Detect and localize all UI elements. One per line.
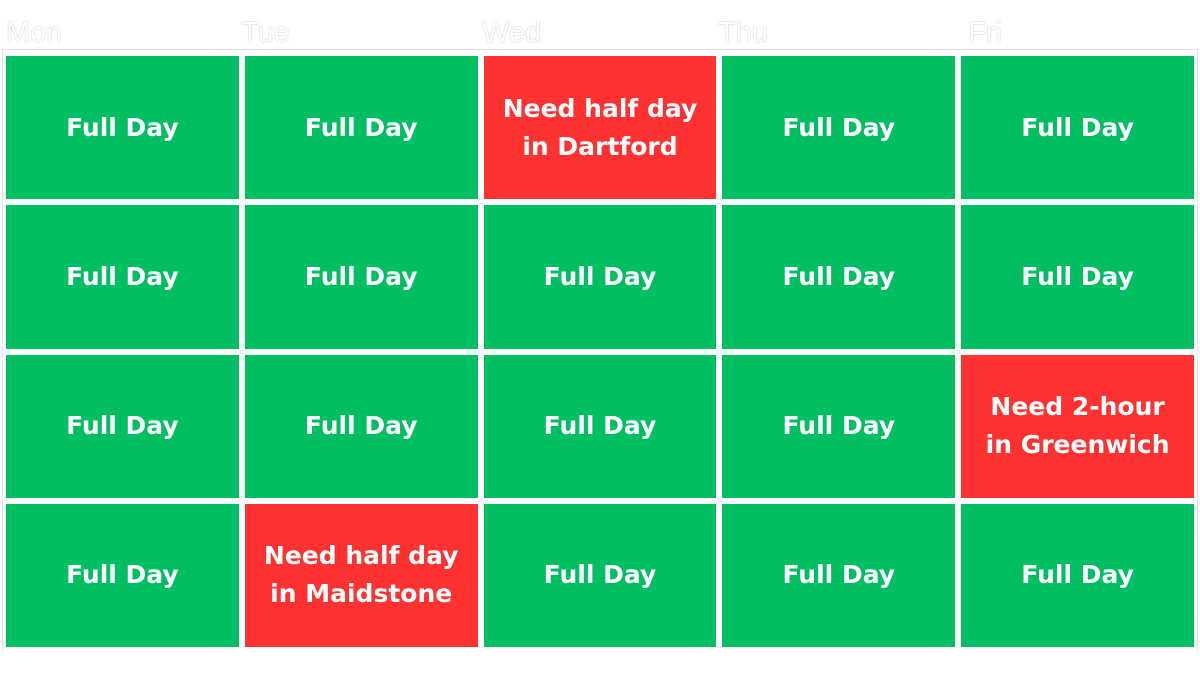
- schedule-cell-tue-week4: Need half day in Maidstone: [244, 503, 478, 647]
- day-header-thu: Thu: [718, 17, 768, 49]
- schedule-cell-mon-week4: Full Day: [6, 503, 239, 647]
- schedule-cell-tue-week3: Full Day: [244, 354, 478, 498]
- schedule-grid: Full Day Full Day Need half day in Dartfor…: [6, 56, 1194, 647]
- schedule-cell-wed-week4: Full Day: [483, 503, 717, 647]
- day-header-tue: Tue: [241, 17, 290, 49]
- schedule-cell-fri-week1: Full Day: [961, 56, 1194, 200]
- schedule-cell-wed-week1: Need half day in Dartford: [483, 56, 717, 200]
- schedule-cell-fri-week4: Full Day: [961, 503, 1194, 647]
- schedule-cell-mon-week1: Full Day: [6, 56, 239, 200]
- schedule-cell-wed-week2: Full Day: [483, 205, 717, 349]
- schedule-cell-thu-week3: Full Day: [722, 354, 956, 498]
- day-header-mon: Mon: [6, 17, 63, 49]
- schedule-frame: [2, 49, 1198, 651]
- day-header-fri: Fri: [968, 17, 1002, 49]
- schedule-cell-tue-week1: Full Day: [244, 56, 478, 200]
- schedule-cell-tue-week2: Full Day: [244, 205, 478, 349]
- schedule-cell-thu-week1: Full Day: [722, 56, 956, 200]
- schedule-cell-mon-week3: Full Day: [6, 354, 239, 498]
- schedule-cell-wed-week3: Full Day: [483, 354, 717, 498]
- schedule-cell-fri-week3: Need 2-hour in Greenwich: [961, 354, 1194, 498]
- schedule-cell-fri-week2: Full Day: [961, 205, 1194, 349]
- schedule-cell-thu-week4: Full Day: [722, 503, 956, 647]
- day-header-wed: Wed: [482, 17, 542, 49]
- schedule-cell-mon-week2: Full Day: [6, 205, 239, 349]
- schedule-cell-thu-week2: Full Day: [722, 205, 956, 349]
